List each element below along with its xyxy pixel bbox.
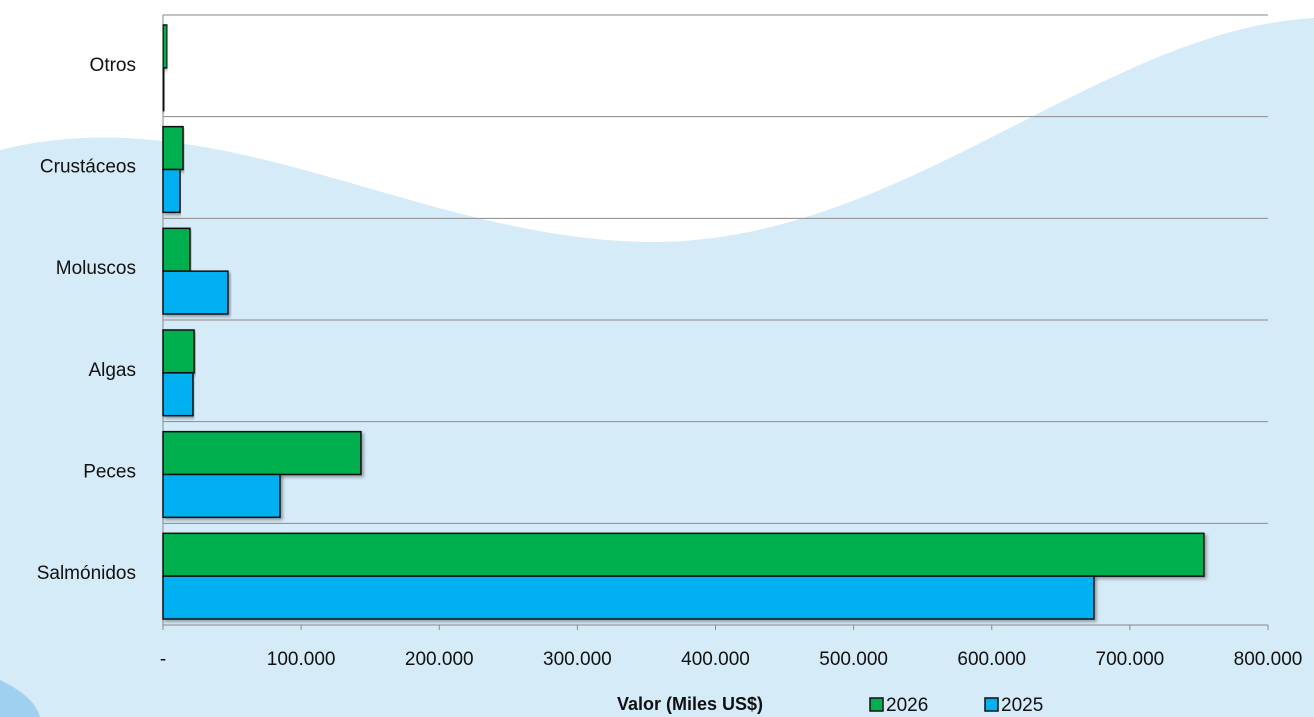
- x-tick-label: -: [160, 649, 166, 670]
- y-tick-label: Crustáceos: [40, 157, 136, 178]
- bar: [162, 227, 191, 272]
- legend-swatch: [984, 697, 999, 712]
- x-axis-title: Valor (Miles US$): [617, 694, 763, 714]
- bar: [162, 168, 181, 214]
- bar: [162, 24, 168, 69]
- x-tick-label: 100.000: [267, 649, 336, 670]
- bar: [162, 270, 229, 315]
- bar: [162, 372, 194, 417]
- bar: [162, 473, 281, 519]
- y-tick-label: Moluscos: [56, 258, 136, 279]
- legend-label: 2026: [886, 695, 928, 716]
- x-tick-label: 300.000: [543, 649, 612, 670]
- x-tick-label: 600.000: [957, 649, 1026, 670]
- legend-swatch: [869, 697, 884, 712]
- x-tick-label: 500.000: [819, 649, 888, 670]
- bar: [162, 329, 195, 374]
- legend-label: 2025: [1001, 695, 1043, 716]
- y-tick-label: Otros: [90, 55, 136, 76]
- y-tick-label: Peces: [83, 462, 136, 483]
- background-corner: [0, 680, 40, 717]
- background-wave: [0, 0, 1314, 243]
- bar: [162, 532, 1205, 577]
- x-tick-label: 800.000: [1234, 649, 1303, 670]
- bar: [162, 575, 1095, 620]
- bar: [162, 430, 362, 476]
- y-tick-label: Algas: [88, 360, 136, 381]
- x-tick-label: 400.000: [681, 649, 750, 670]
- x-tick-label: 700.000: [1096, 649, 1165, 670]
- y-tick-label: Salmónidos: [37, 563, 136, 584]
- bar: [162, 125, 184, 171]
- bar: [162, 67, 166, 112]
- x-tick-label: 200.000: [405, 649, 474, 670]
